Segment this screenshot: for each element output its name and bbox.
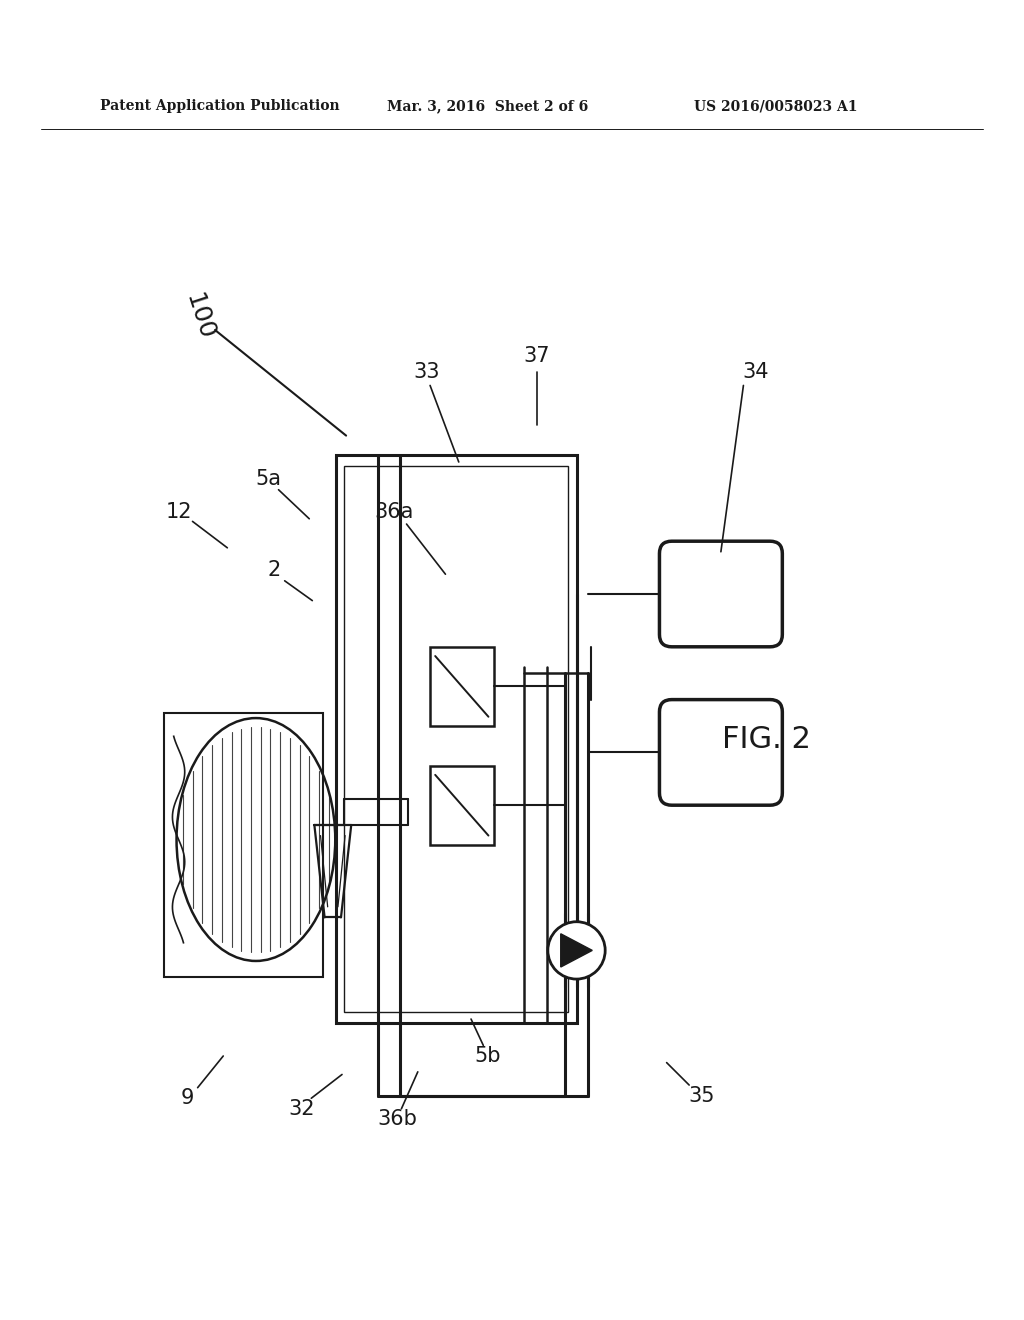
Bar [164,713,323,977]
FancyBboxPatch shape [659,541,782,647]
FancyBboxPatch shape [659,700,782,805]
Text: 9: 9 [180,1088,195,1109]
Text: 12: 12 [166,502,193,523]
Text: 5a: 5a [255,469,282,490]
Circle shape [548,921,605,979]
Text: 37: 37 [523,346,550,367]
Text: 36a: 36a [375,502,414,523]
Bar [430,647,494,726]
Text: 35: 35 [688,1085,715,1106]
Text: Patent Application Publication: Patent Application Publication [100,99,340,114]
Text: 36b: 36b [378,1109,417,1130]
Bar [430,766,494,845]
Bar [344,466,568,1012]
Text: 2: 2 [268,560,281,581]
Text: 5b: 5b [474,1045,501,1067]
Text: 33: 33 [414,362,440,383]
Text: FIG. 2: FIG. 2 [722,725,811,754]
Bar [336,455,577,1023]
Text: 34: 34 [742,362,769,383]
Text: Mar. 3, 2016  Sheet 2 of 6: Mar. 3, 2016 Sheet 2 of 6 [387,99,589,114]
Text: 32: 32 [289,1098,315,1119]
Text: US 2016/0058023 A1: US 2016/0058023 A1 [694,99,858,114]
Polygon shape [561,933,592,968]
Text: 100: 100 [181,290,218,343]
